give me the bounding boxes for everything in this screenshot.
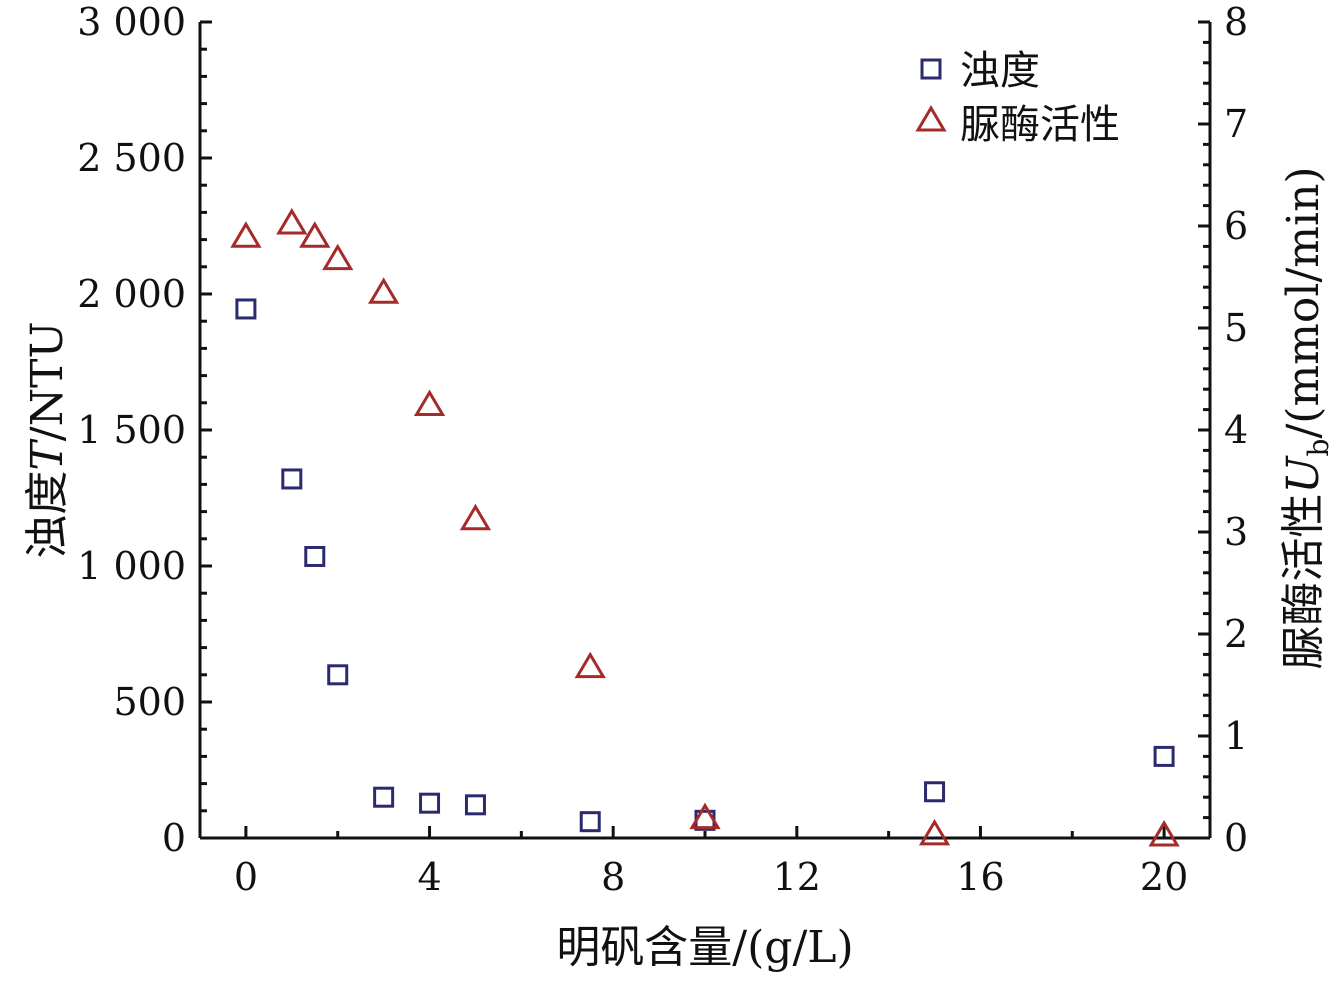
y-left-axis-title: 浊度T/NTU <box>22 321 73 558</box>
turbidity-point <box>327 664 349 686</box>
urease-activity-point <box>230 221 262 248</box>
urease-activity-point <box>459 503 492 531</box>
y-left-tick-label: 2 500 <box>77 136 186 180</box>
legend-triangle-marker <box>915 105 947 132</box>
urease-activity-point <box>689 802 721 830</box>
turbidity-point <box>1153 745 1175 767</box>
x-tick-label: 0 <box>234 855 258 899</box>
x-tick-label: 4 <box>417 855 441 899</box>
legend-label-urease-activity: 脲酶活性 <box>960 102 1120 148</box>
urease-activity-point <box>413 389 446 416</box>
y-left-tick-label: 1 000 <box>77 544 186 588</box>
x-tick-label: 20 <box>1140 855 1188 899</box>
turbidity-point <box>419 792 441 814</box>
y-right-axis-title: 脲酶活性Ub/(mmol/min) <box>1278 166 1335 669</box>
x-tick-label: 16 <box>956 855 1004 899</box>
turbidity-point <box>373 786 395 808</box>
turbidity-point <box>924 781 946 803</box>
x-minor-ticks <box>336 831 1074 838</box>
x-tick-label: 12 <box>773 855 821 899</box>
x-axis-title: 明矾含量/(g/L) <box>556 922 853 973</box>
urease-activity-point <box>322 243 354 271</box>
y-left-tick-label: 500 <box>113 680 186 724</box>
turbidity-point <box>304 545 326 567</box>
y-right-tick-label: 4 <box>1224 408 1248 452</box>
urease-activity-point <box>1148 819 1180 847</box>
y-right-tick-label: 5 <box>1224 306 1248 350</box>
y-right-ticks: 0 1 2 3 4 5 6 7 8 <box>1198 0 1248 860</box>
y-right-tick-label: 0 <box>1224 816 1248 860</box>
y-left-tick-label: 3 000 <box>77 0 186 44</box>
legend-square-marker <box>920 58 942 80</box>
turbidity-point <box>281 468 303 490</box>
turbidity-point <box>464 794 486 816</box>
y-right-tick-label: 6 <box>1224 204 1248 248</box>
y-right-tick-label: 1 <box>1224 714 1248 758</box>
y-right-tick-label: 7 <box>1224 102 1248 146</box>
y-right-tick-label: 8 <box>1224 0 1248 44</box>
urease-activity-point <box>299 221 331 248</box>
turbidity-point <box>579 811 601 833</box>
y-left-tick-label: 2 000 <box>77 272 186 316</box>
y-left-ticks: 0 500 1 000 1 500 2 000 2 500 3 000 <box>77 0 212 860</box>
x-tick-label: 8 <box>601 855 625 899</box>
y-left-tick-label: 0 <box>162 816 186 860</box>
series-layer <box>230 207 1180 847</box>
y-left-tick-label: 1 500 <box>77 408 186 452</box>
legend-label-turbidity: 浊度 <box>960 48 1040 94</box>
legend: 浊度 脲酶活性 <box>915 48 1120 148</box>
urease-activity-point <box>368 277 400 304</box>
x-ticks: 0 4 8 12 16 20 <box>234 826 1188 899</box>
turbidity-point <box>235 298 257 320</box>
urease-activity-point <box>918 818 951 846</box>
y-right-tick-label: 3 <box>1224 510 1248 554</box>
urease-activity-point <box>574 651 606 679</box>
y-right-tick-label: 2 <box>1224 612 1248 656</box>
urease-activity-point <box>276 207 308 235</box>
